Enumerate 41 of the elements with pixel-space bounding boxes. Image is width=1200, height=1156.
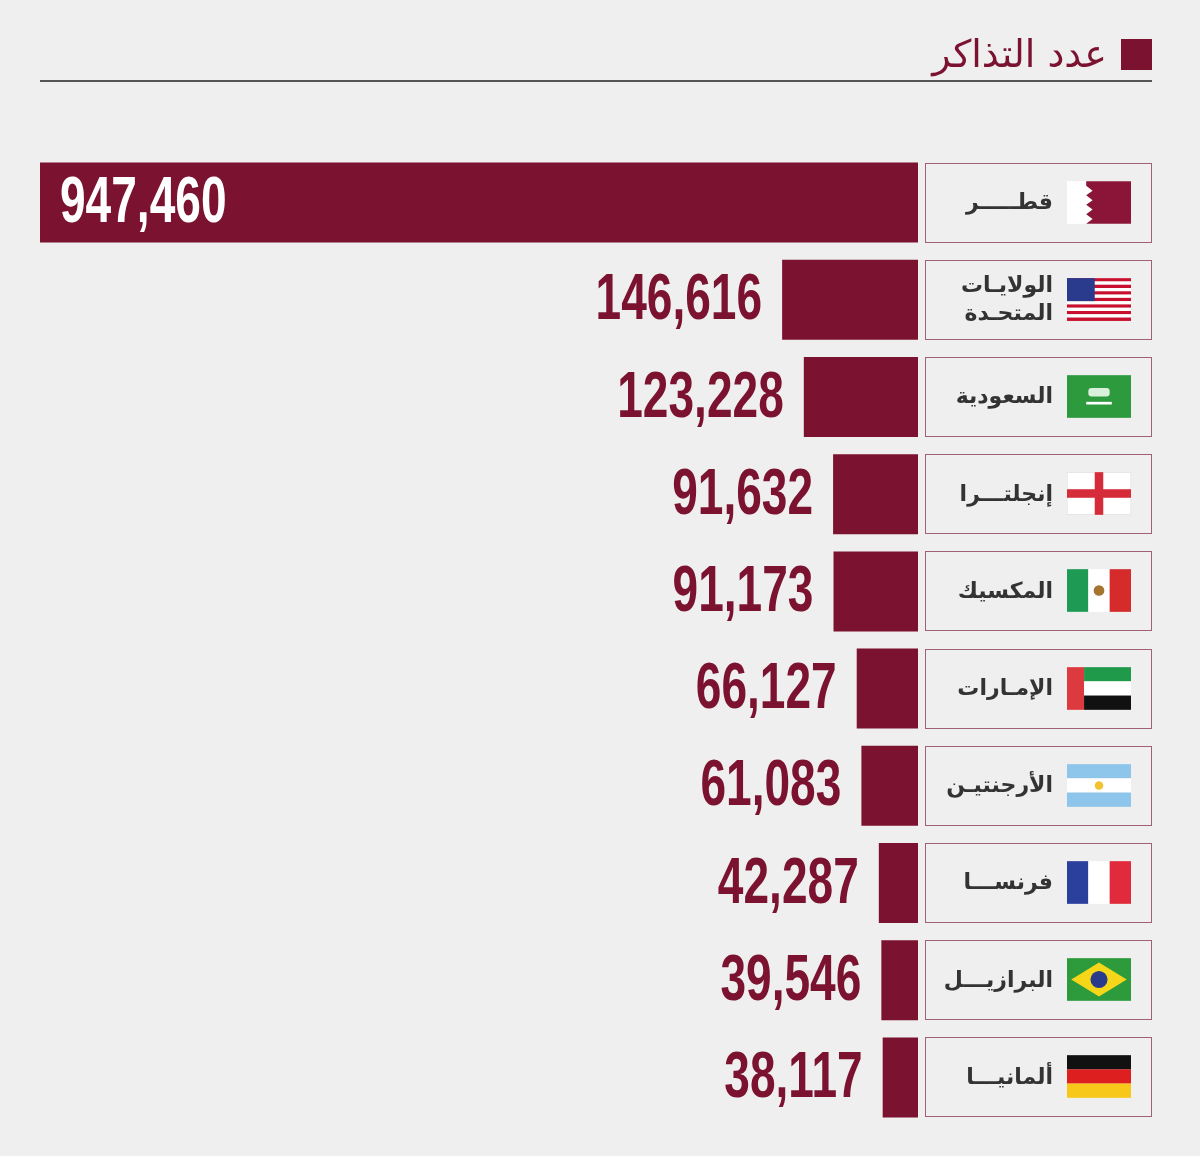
label-frame: قطـــــر (925, 162, 1152, 243)
y-tick-label: قطـــــر (965, 188, 1053, 217)
y-tick-label: فرنســـا (963, 868, 1053, 897)
legend-label: عدد التذاكر (932, 32, 1107, 76)
data-label: 66,127 (695, 650, 837, 723)
y-tick-label: البرازيـــل (943, 965, 1053, 994)
bar (833, 551, 918, 632)
label-frame: الإمـارات (925, 648, 1152, 729)
y-tick-label: الولايـات المتحـدة (959, 271, 1053, 328)
bar (878, 843, 918, 923)
bar (782, 259, 918, 340)
y-tick-label: ألمانيـــا (966, 1062, 1053, 1091)
data-label: 91,632 (672, 456, 814, 528)
y-tick-label: السعودية (955, 382, 1053, 411)
label-frame: ألمانيـــا (925, 1037, 1152, 1118)
label-frame: فرنســـا (925, 843, 1152, 923)
data-label: 39,546 (720, 942, 862, 1014)
y-tick-label: إنجلتـــرا (959, 479, 1053, 508)
bar (856, 648, 918, 729)
label-frame: الولايـات المتحـدة (925, 259, 1152, 340)
bar (40, 162, 918, 243)
data-label: 42,287 (717, 845, 859, 917)
data-label: 38,117 (724, 1039, 863, 1111)
bar (803, 357, 918, 437)
label-frame: السعودية (925, 357, 1152, 437)
label-frame: إنجلتـــرا (925, 454, 1152, 535)
label-frame: البرازيـــل (925, 940, 1152, 1021)
y-tick-label: الأرجنتيـن (946, 771, 1053, 800)
bar (833, 454, 918, 535)
data-label: 123,228 (617, 359, 784, 431)
bar (861, 745, 918, 826)
label-frame: الأرجنتيـن (925, 745, 1152, 826)
data-label: 61,083 (700, 748, 842, 820)
bar (882, 1037, 918, 1118)
data-label: 947,460 (60, 164, 227, 237)
y-tick-label: المكسيك (957, 576, 1053, 605)
label-frame: المكسيك (925, 551, 1152, 632)
data-label: 91,173 (672, 553, 814, 625)
y-tick-label: الإمـارات (957, 674, 1053, 703)
data-label: 146,616 (595, 262, 763, 334)
bar (881, 940, 918, 1021)
